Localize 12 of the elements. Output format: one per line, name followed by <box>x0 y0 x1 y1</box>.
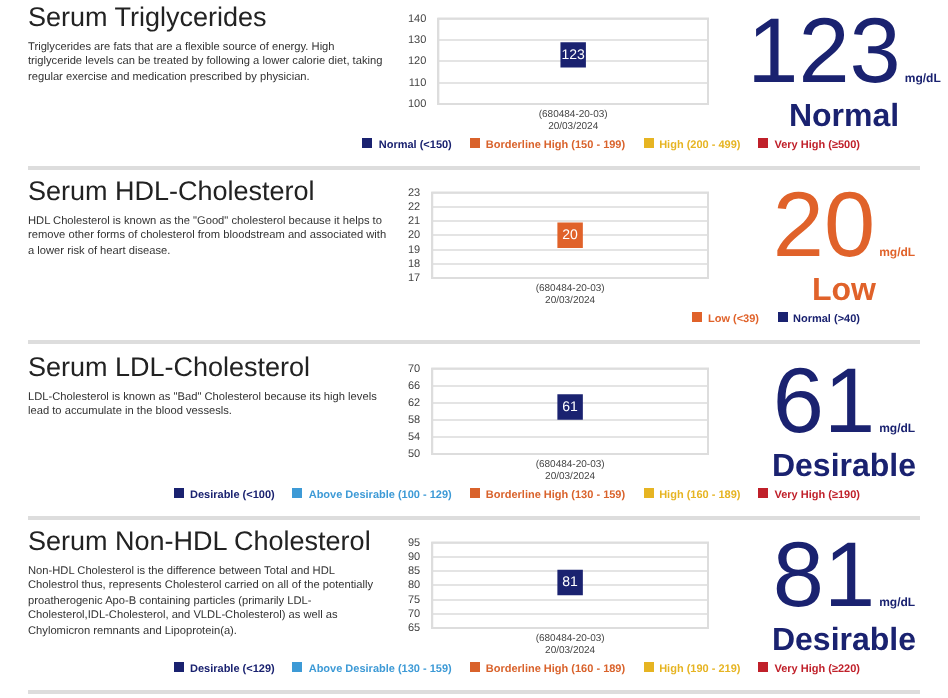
text: Normal <box>786 100 902 136</box>
text: Serum Non-HDL Cholesterol <box>28 526 371 556</box>
text: Serum Triglycerides <box>28 2 267 32</box>
text: Serum LDL-Cholesterol <box>28 352 311 382</box>
text: 123 <box>747 0 901 102</box>
text: Low <box>810 274 878 310</box>
text: Desirable <box>769 450 919 486</box>
text: 20 <box>772 172 876 276</box>
text: Desirable <box>769 624 919 660</box>
text: 61 <box>772 348 876 452</box>
text: Serum HDL-Cholesterol <box>28 176 315 206</box>
text: 81 <box>772 522 876 626</box>
